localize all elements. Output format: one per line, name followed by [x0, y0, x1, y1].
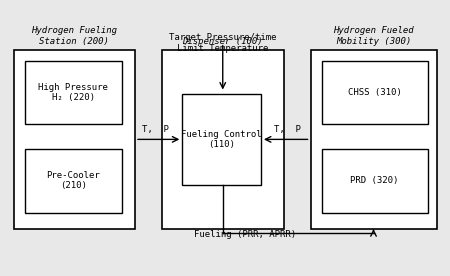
Bar — [25, 149, 122, 213]
Bar — [25, 61, 122, 124]
Bar — [162, 50, 284, 229]
Bar — [310, 50, 436, 229]
Text: T,  P: T, P — [142, 125, 169, 134]
Text: Hydrogen Fueled
Mobility (300): Hydrogen Fueled Mobility (300) — [333, 26, 414, 46]
Text: Fueling Control
(110): Fueling Control (110) — [181, 130, 262, 149]
Text: T,  P: T, P — [274, 125, 301, 134]
Text: Target Pressure/time
Limit Temperature: Target Pressure/time Limit Temperature — [169, 33, 276, 52]
Text: CHSS (310): CHSS (310) — [348, 88, 401, 97]
Text: Dispenser (100): Dispenser (100) — [182, 36, 263, 46]
Bar — [322, 61, 428, 124]
Bar — [182, 94, 261, 185]
Bar — [322, 149, 428, 213]
Text: High Pressure
H₂ (220): High Pressure H₂ (220) — [38, 83, 108, 102]
Bar — [14, 50, 135, 229]
Text: Hydrogen Fueling
Station (200): Hydrogen Fueling Station (200) — [31, 26, 117, 46]
Text: Pre-Cooler
(210): Pre-Cooler (210) — [46, 171, 100, 190]
Text: Fueling (PRR, APRR): Fueling (PRR, APRR) — [194, 230, 296, 239]
Text: PRD (320): PRD (320) — [351, 176, 399, 185]
